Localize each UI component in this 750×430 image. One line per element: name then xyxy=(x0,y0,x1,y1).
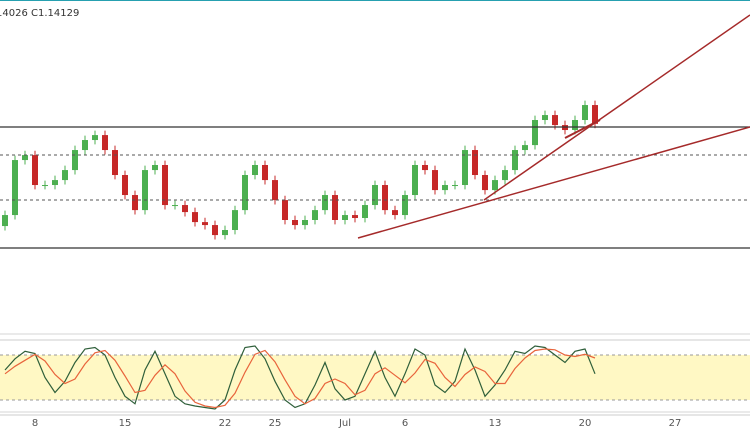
candle-body xyxy=(262,165,268,181)
ohlc-header: 14026 C1.14129 xyxy=(0,8,79,19)
oscillator-line xyxy=(4,345,596,410)
trend-line xyxy=(483,14,750,201)
candle-body xyxy=(412,165,418,196)
trend-line xyxy=(357,126,750,239)
x-tick-label: 25 xyxy=(269,418,282,429)
candle-body xyxy=(382,185,388,211)
candle-body xyxy=(442,185,448,191)
candle-body xyxy=(452,185,458,187)
candle-body xyxy=(292,220,298,226)
candle-body xyxy=(162,165,168,206)
candle-body xyxy=(522,145,528,151)
candle-body xyxy=(312,210,318,220)
oscillator-band xyxy=(0,355,750,400)
candle-body xyxy=(132,195,138,211)
x-tick-label: 6 xyxy=(402,418,408,429)
candle-body xyxy=(142,170,148,211)
candle-body xyxy=(322,195,328,211)
candle-body xyxy=(202,222,208,226)
candle-body xyxy=(472,150,478,176)
candle-body xyxy=(32,155,38,186)
candle-body xyxy=(22,155,28,161)
drawings xyxy=(0,14,750,249)
candle-body xyxy=(362,205,368,219)
candle-body xyxy=(232,210,238,231)
candle-body xyxy=(462,150,468,186)
candle-body xyxy=(72,150,78,171)
candle-body xyxy=(242,175,248,211)
candle-body xyxy=(192,212,198,223)
candle-body xyxy=(492,180,498,191)
candle-body xyxy=(582,105,588,121)
candle-body xyxy=(432,170,438,191)
candle-body xyxy=(82,140,88,151)
candle-body xyxy=(542,115,548,121)
candle-body xyxy=(402,195,408,216)
x-tick-label: 20 xyxy=(579,418,592,429)
candle-body xyxy=(52,180,58,186)
candle-body xyxy=(62,170,68,181)
candle-body xyxy=(92,135,98,141)
candle-body xyxy=(532,120,538,146)
oscillator-pane xyxy=(0,339,750,416)
candle-body xyxy=(252,165,258,176)
trend-line xyxy=(564,119,601,139)
candle-body xyxy=(42,185,48,187)
candle-body xyxy=(572,120,578,131)
candle-body xyxy=(482,175,488,191)
candle-body xyxy=(112,150,118,176)
candle-body xyxy=(552,115,558,126)
candle-body xyxy=(332,195,338,220)
candle-body xyxy=(282,200,288,220)
candle-body xyxy=(392,210,398,216)
candle-body xyxy=(422,165,428,171)
candle-body xyxy=(152,165,158,171)
candle-body xyxy=(122,175,128,196)
candle-body xyxy=(212,225,218,236)
candle-body xyxy=(182,205,188,213)
candle-body xyxy=(2,215,8,227)
x-tick-label: 22 xyxy=(219,418,232,429)
candle-body xyxy=(102,135,108,151)
candle-body xyxy=(172,205,178,207)
candle-body xyxy=(512,150,518,171)
x-tick-label: 27 xyxy=(669,418,682,429)
x-tick-label: 15 xyxy=(119,418,132,429)
candle-body xyxy=(222,230,228,236)
x-tick-label: 8 xyxy=(32,418,38,429)
price-pane xyxy=(2,100,598,240)
candle-body xyxy=(372,185,378,206)
x-tick-label: 13 xyxy=(489,418,502,429)
candle-body xyxy=(592,105,598,124)
candle-body xyxy=(12,160,18,216)
candle-body xyxy=(302,220,308,226)
candle-body xyxy=(342,215,348,220)
oscillator-line xyxy=(4,348,596,409)
candle-body xyxy=(352,215,358,219)
x-tick-label: Jul xyxy=(338,418,351,429)
candle-body xyxy=(502,170,508,181)
candle-body xyxy=(272,180,278,201)
